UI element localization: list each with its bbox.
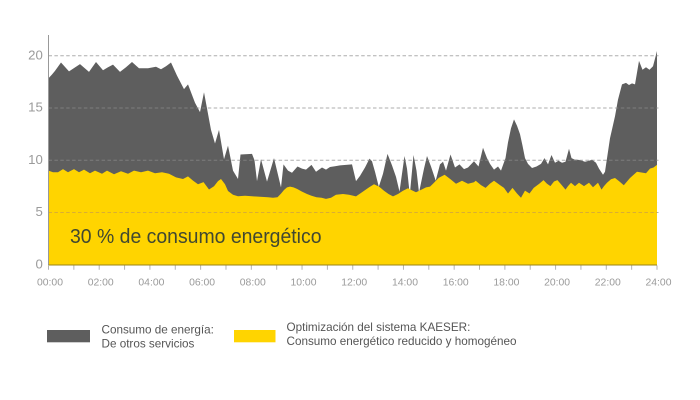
svg-text:08:00: 08:00 (240, 278, 266, 289)
svg-text:Consumo de energía:: Consumo de energía: (102, 323, 214, 336)
svg-text:Optimización del sistema KAESE: Optimización del sistema KAESER: (287, 321, 471, 334)
svg-text:20:00: 20:00 (544, 278, 570, 289)
svg-text:10: 10 (28, 152, 43, 167)
svg-text:5: 5 (35, 204, 42, 219)
svg-text:30 % de consumo energético: 30 % de consumo energético (70, 226, 322, 248)
svg-text:00:00: 00:00 (37, 278, 63, 289)
svg-text:12:00: 12:00 (341, 278, 367, 289)
svg-text:15: 15 (28, 100, 43, 115)
svg-text:24:00: 24:00 (645, 278, 671, 289)
svg-text:18:00: 18:00 (493, 278, 519, 289)
svg-text:Consumo energético reducido y: Consumo energético reducido y homogéneo (287, 335, 518, 348)
svg-text:20: 20 (28, 47, 43, 62)
svg-text:10:00: 10:00 (290, 278, 316, 289)
svg-text:0: 0 (35, 256, 42, 271)
svg-text:06:00: 06:00 (189, 278, 215, 289)
svg-text:04:00: 04:00 (138, 278, 164, 289)
svg-text:22:00: 22:00 (595, 278, 621, 289)
svg-text:14:00: 14:00 (392, 278, 418, 289)
svg-text:De otros servicios: De otros servicios (102, 337, 195, 350)
svg-text:16:00: 16:00 (443, 278, 469, 289)
svg-text:02:00: 02:00 (88, 278, 114, 289)
